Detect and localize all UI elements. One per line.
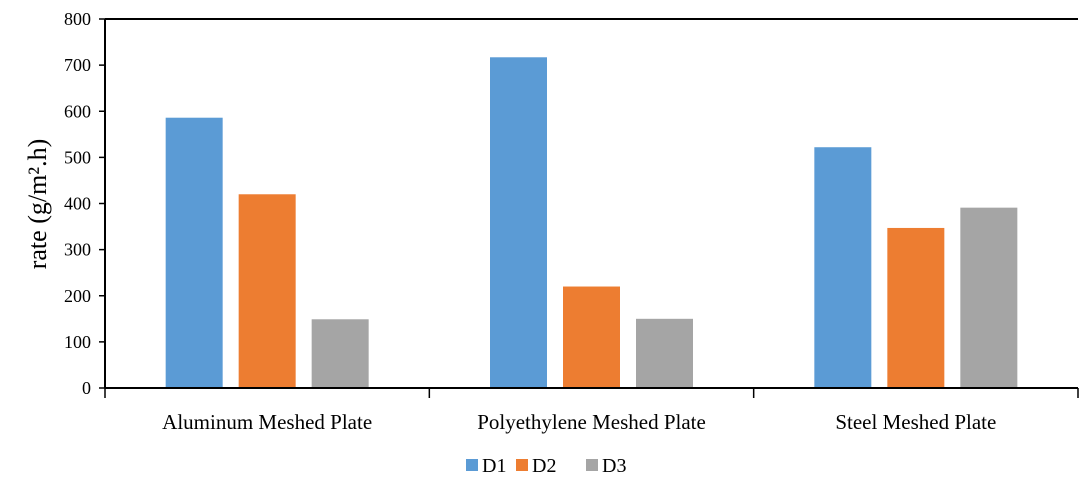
y-tick-label: 200 <box>64 286 91 306</box>
y-tick-label: 600 <box>64 101 91 121</box>
y-tick-label: 300 <box>64 240 91 260</box>
y-tick-label: 100 <box>64 332 91 352</box>
bar-d1-2 <box>490 57 547 388</box>
bar-d2-2 <box>563 286 620 388</box>
y-tick-label: 500 <box>64 147 91 167</box>
bar-d3-3 <box>960 207 1018 388</box>
bar-d3-2 <box>636 318 693 388</box>
legend-swatch-d1 <box>466 459 478 471</box>
legend: D1 D2 D3 <box>466 455 626 477</box>
legend-swatch-d3 <box>586 459 598 471</box>
y-axis-ticks: 0 100 200 300 400 500 600 700 800 <box>64 9 105 398</box>
bar-d1-1 <box>165 117 223 389</box>
x-category-label: Aluminum Meshed Plate <box>162 410 372 434</box>
y-tick-label: 800 <box>64 9 91 29</box>
y-tick-label: 0 <box>82 378 91 398</box>
x-axis-labels: Aluminum Meshed Plate Polyethylene Meshed… <box>162 410 996 434</box>
legend-label-d1: D1 <box>482 455 506 477</box>
x-category-label: Steel Meshed Plate <box>835 410 996 434</box>
y-tick-label: 700 <box>64 55 91 75</box>
bar-d3-1 <box>311 319 369 388</box>
legend-swatch-d2 <box>516 459 528 471</box>
y-tick-label: 400 <box>64 194 91 214</box>
axes <box>104 18 1079 398</box>
bar-d2-3 <box>887 227 945 388</box>
bar-d2-1 <box>238 194 296 388</box>
legend-label-d2: D2 <box>532 455 556 477</box>
y-axis-label: rate (g/m².h) <box>23 139 52 270</box>
bars <box>165 57 1018 389</box>
legend-label-d3: D3 <box>602 455 626 477</box>
x-category-label: Polyethylene Meshed Plate <box>477 410 706 434</box>
bar-d1-3 <box>814 147 872 388</box>
